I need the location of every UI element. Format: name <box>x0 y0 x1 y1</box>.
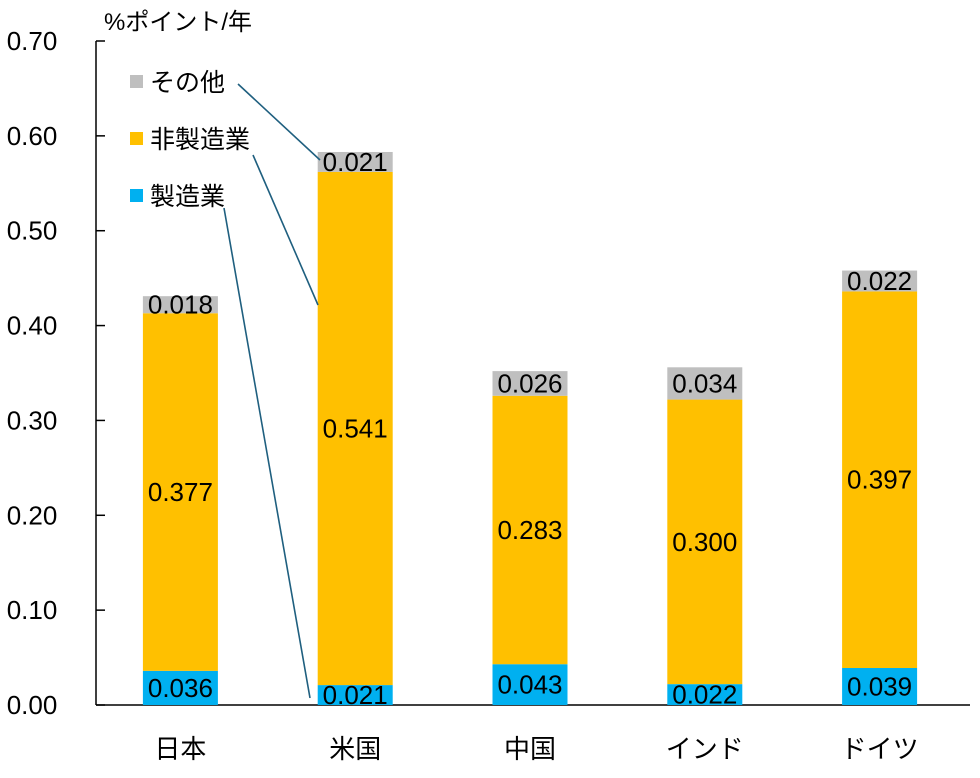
leader-line-other <box>237 83 321 161</box>
bar-segment <box>667 367 743 400</box>
legend-swatch <box>130 189 143 202</box>
data-label: 0.036 <box>148 673 213 703</box>
data-label: 0.022 <box>847 266 912 296</box>
y-tick-label: 0.40 <box>7 311 58 341</box>
y-tick-label: 0.00 <box>7 690 58 720</box>
bar-segment <box>842 668 918 705</box>
data-label: 0.026 <box>497 368 562 398</box>
y-axis-unit-label: %ポイント/年 <box>104 9 252 36</box>
data-label: 0.021 <box>323 147 388 177</box>
y-tick-label: 0.10 <box>7 595 58 625</box>
x-category-label: 日本 <box>154 734 206 764</box>
x-category-label: インド <box>666 734 744 764</box>
bar-segment <box>842 291 918 669</box>
bar-segment <box>492 664 568 705</box>
bar-segment <box>317 151 393 172</box>
bar-segment <box>317 171 393 686</box>
data-label: 0.300 <box>672 527 737 557</box>
bar-segment <box>492 371 568 396</box>
bar-segment <box>317 685 393 705</box>
legend-label: 非製造業 <box>150 126 250 154</box>
data-label: 0.377 <box>148 477 213 507</box>
data-label: 0.541 <box>323 413 388 443</box>
legend-swatch <box>130 75 143 88</box>
bar-segment <box>667 399 743 685</box>
leader-line-manufacturing <box>223 207 311 699</box>
data-label: 0.043 <box>497 670 562 700</box>
data-label: 0.034 <box>672 368 737 398</box>
data-label: 0.283 <box>497 515 562 545</box>
data-label: 0.018 <box>148 290 213 320</box>
legend-swatch <box>130 132 143 145</box>
y-tick-label: 0.50 <box>7 216 58 246</box>
x-category-label: ドイツ <box>841 734 919 764</box>
data-label: 0.039 <box>847 672 912 702</box>
x-category-label: 米国 <box>329 734 381 764</box>
bar-segment <box>667 684 743 705</box>
x-category-label: 中国 <box>504 734 556 764</box>
bar-segment <box>842 270 918 292</box>
bar-segment <box>142 313 218 671</box>
bar-segment <box>142 670 218 705</box>
data-label: 0.397 <box>847 465 912 495</box>
leader-line-non-manufacturing <box>252 154 319 306</box>
y-tick-label: 0.60 <box>7 121 58 151</box>
y-tick-label: 0.30 <box>7 405 58 435</box>
y-tick-label: 0.20 <box>7 500 58 530</box>
legend-label: 製造業 <box>150 183 225 211</box>
y-tick-label: 0.70 <box>7 26 58 56</box>
bar-segment <box>142 296 218 314</box>
bar-segment <box>492 395 568 665</box>
data-label: 0.022 <box>672 680 737 710</box>
legend-label: その他 <box>150 69 225 97</box>
legend-leader-lines <box>223 83 321 699</box>
